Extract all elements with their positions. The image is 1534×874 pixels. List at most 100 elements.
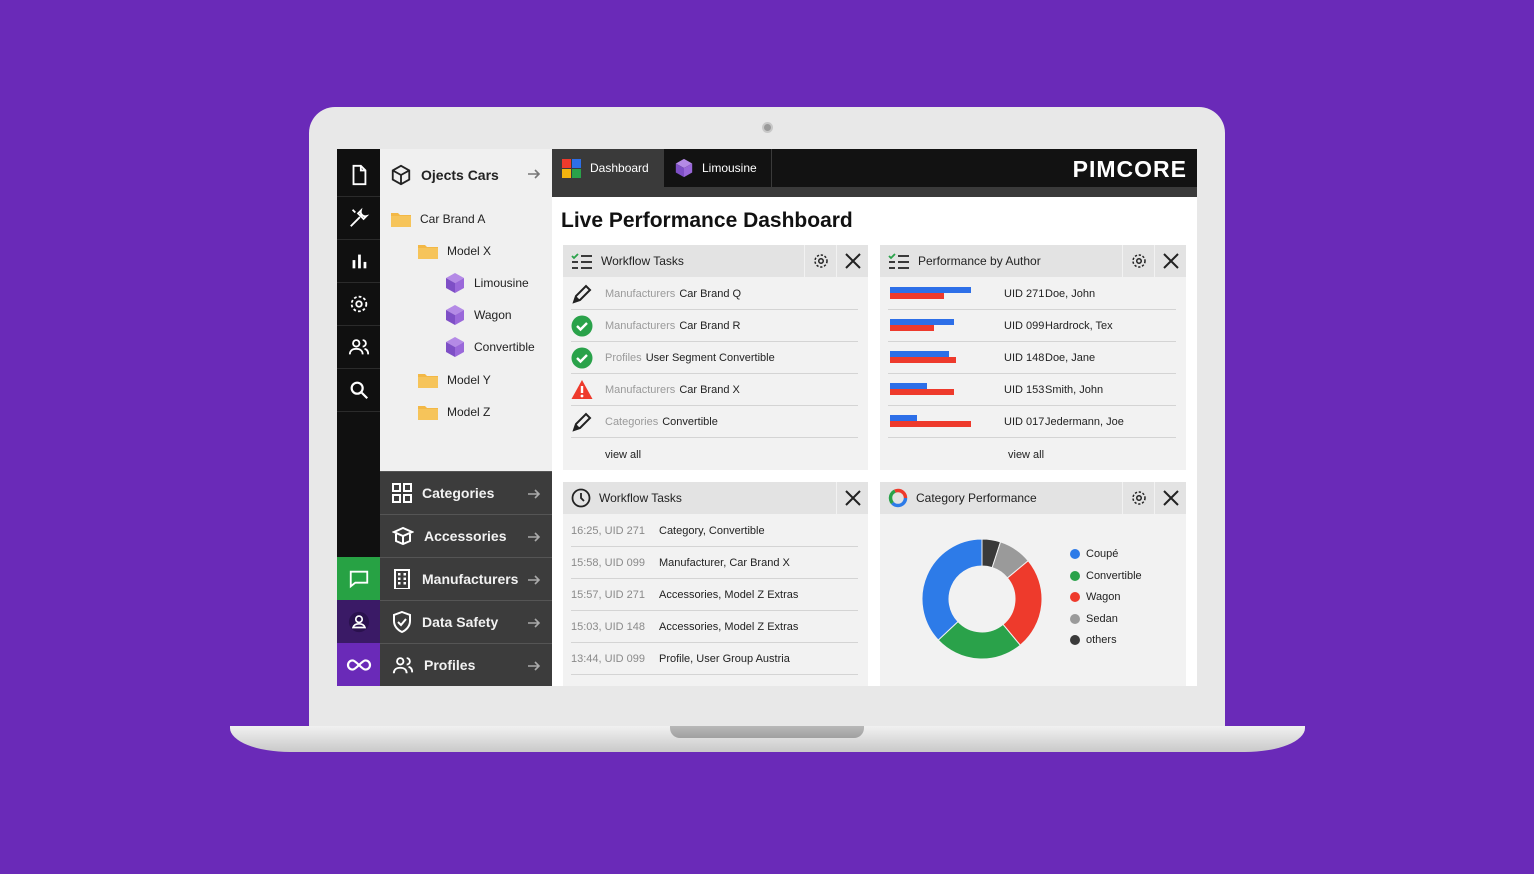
gear-icon [1131,254,1146,268]
item-type: Categories [605,415,659,428]
author-row[interactable]: UID 148 Doe, Jane [888,342,1176,374]
tools-icon[interactable] [337,197,380,240]
history-row[interactable]: 15:57, UID 271 Accessories, Model Z Extr… [571,579,858,611]
widget-close-button[interactable] [836,245,868,277]
tab-limousine[interactable]: Limousine [664,149,772,187]
camera [762,122,773,133]
bar-red [890,388,954,395]
widget-settings-button[interactable] [804,245,836,277]
tree-item-model-x[interactable]: Model X [417,239,491,263]
author-row[interactable]: UID 099 Hardrock, Tex [888,310,1176,342]
widget-close-button[interactable] [1154,482,1186,514]
tree-item-convertible[interactable]: Convertible [444,335,535,359]
gear-icon [1131,491,1146,505]
bar-red [890,292,944,299]
settings-icon[interactable] [337,283,380,326]
history-text: Accessories, Model Z Extras [659,588,799,601]
widget-settings-button[interactable] [1122,245,1154,277]
widget-header: Category Performance [880,482,1186,514]
author-uid: UID 271 [1004,287,1045,300]
pencil-icon [572,412,592,432]
chat-icon[interactable] [337,557,380,600]
tree-item-label: Model Y [447,373,491,387]
widget-settings-button[interactable] [1122,482,1154,514]
checklist-icon [571,253,592,269]
history-time: 15:57, UID 271 [571,588,645,601]
history-row[interactable]: 13:44, UID 099 Profile, User Group Austr… [571,643,858,675]
infinity-icon[interactable] [337,643,380,686]
bar-red [890,420,971,427]
top-bar: Dashboard Limousine PIMCORE [552,149,1197,187]
tab-label: Dashboard [590,161,649,175]
history-time: 13:44, UID 099 [571,652,645,665]
menu-item-accessories[interactable]: Accessories [380,514,552,557]
author-row[interactable]: UID 017 Jedermann, Joe [888,406,1176,438]
legend-item: Wagon [1070,591,1120,603]
shield-check-icon [393,611,411,633]
view-all-link[interactable]: view all [605,449,642,461]
donut-slice-coup[interactable] [921,538,983,641]
history-row[interactable]: 15:03, UID 148 Accessories, Model Z Extr… [571,611,858,643]
list-item[interactable]: Categories Convertible [571,406,858,438]
avatar[interactable] [337,600,380,643]
widget-close-button[interactable] [836,482,868,514]
menu-item-profiles[interactable]: Profiles [380,643,552,686]
tree-header[interactable]: Ojects Cars [380,149,552,201]
legend-label: others [1086,634,1117,646]
list-item[interactable]: Manufacturers Car Brand R [571,310,858,342]
object-tree: Ojects Cars Car Brand A Model X Limousin… [380,149,552,471]
search-icon[interactable] [337,369,380,412]
widget-workflow-history: Workflow Tasks 16:25, UID 271 Category, … [563,482,868,686]
list-item[interactable]: Manufacturers Car Brand X [571,374,858,406]
widget-close-button[interactable] [1154,245,1186,277]
arrow-right-icon[interactable] [526,166,542,182]
menu-item-data-safety[interactable]: Data Safety [380,600,552,643]
tree-item-wagon[interactable]: Wagon [444,303,512,327]
history-text: Manufacturer, Car Brand X [659,556,790,569]
tab-dashboard[interactable]: Dashboard [552,149,664,187]
users-icon [392,657,414,674]
legend-dot [1070,592,1080,602]
author-name: Doe, John [1045,287,1096,300]
tree-item-model-z[interactable]: Model Z [417,400,490,424]
page-title: Live Performance Dashboard [561,209,853,232]
tree-item-limousine[interactable]: Limousine [444,271,529,295]
view-all-link[interactable]: view all [1008,449,1045,461]
folder-icon [418,374,438,388]
list-item[interactable]: Profiles User Segment Convertible [571,342,858,374]
tree-item-label: Model Z [447,405,491,419]
tree-item-label: Car Brand A [420,212,486,226]
tree-item-model-y[interactable]: Model Y [417,368,491,392]
legend-dot [1070,571,1080,581]
widget-category-performance: Category Performance Coupé Convertible W… [880,482,1186,686]
history-row[interactable]: 16:25, UID 271 Category, Convertible [571,515,858,547]
arrow-right-icon [528,489,541,499]
bar-red [890,324,934,331]
bar-red [890,356,956,363]
menu-item-manufacturers[interactable]: Manufacturers [380,557,552,600]
tree-title: Ojects Cars [421,167,499,183]
history-time: 15:03, UID 148 [571,620,645,633]
legend-dot [1070,614,1080,624]
close-icon [844,490,861,506]
history-row[interactable]: 15:58, UID 099 Manufacturer, Car Brand X [571,547,858,579]
tree-item-label: Wagon [474,308,512,322]
list-item[interactable]: Manufacturers Car Brand Q [571,278,858,310]
author-bars [888,316,1004,336]
pencil-icon [572,284,592,304]
users-icon[interactable] [337,326,380,369]
warning-icon [571,379,593,399]
author-row[interactable]: UID 153 Smith, John [888,374,1176,406]
chart-icon[interactable] [337,240,380,283]
building-icon [394,569,410,589]
item-name: Car Brand R [679,319,741,332]
author-bars [888,412,1004,432]
document-icon[interactable] [337,154,380,197]
item-name: Car Brand Q [679,287,742,300]
legend-dot [1070,635,1080,645]
legend-label: Wagon [1086,591,1121,603]
tree-item-car-brand-a[interactable]: Car Brand A [390,207,485,231]
author-row[interactable]: UID 271 Doe, John [888,278,1176,310]
arrow-right-icon [528,618,541,628]
menu-item-categories[interactable]: Categories [380,471,552,514]
